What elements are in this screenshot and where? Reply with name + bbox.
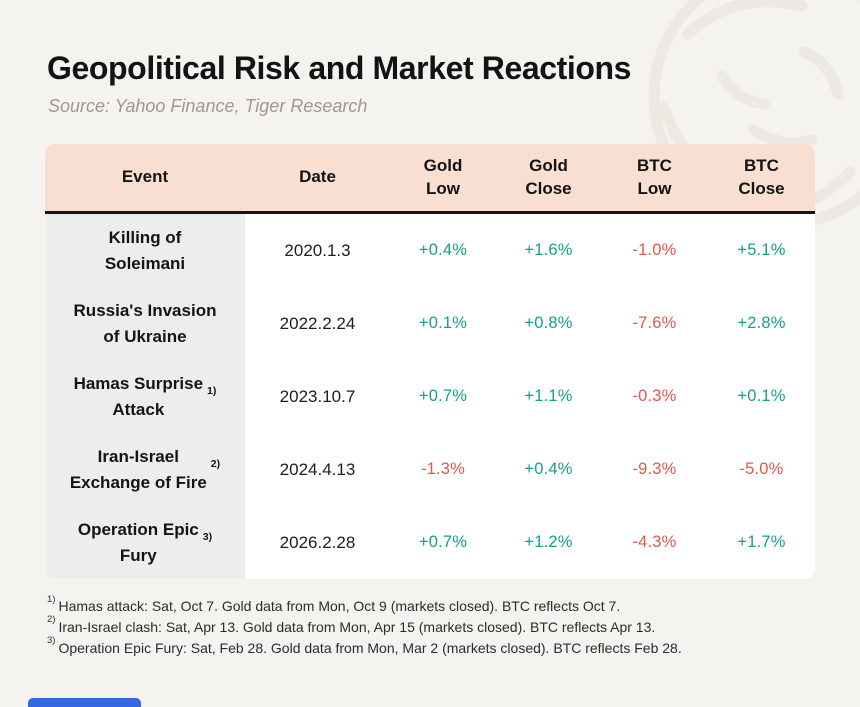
- page: Geopolitical Risk and Market Reactions S…: [45, 50, 820, 658]
- gold-close-cell: +1.1%: [524, 387, 573, 405]
- gold-low-cell: -1.3%: [420, 460, 466, 478]
- btc-close-cell: +1.7%: [737, 533, 786, 551]
- source-caption: Source: Yahoo Finance, Tiger Research: [48, 96, 368, 116]
- footnote-marker: 3): [47, 635, 56, 647]
- event-label: Hamas Surprise Attack: [73, 374, 204, 419]
- event-cell: Iran-Israel Exchange of Fire 2): [45, 433, 245, 506]
- gold-low-cell: +0.7%: [418, 533, 468, 551]
- btc-close-cell: -5.0%: [739, 460, 784, 478]
- column-header-date: Date: [245, 144, 390, 214]
- column-header-btc-low: BTC Low: [601, 144, 708, 214]
- event-cell: Operation Epic Fury 3): [45, 506, 245, 579]
- gold-close-cell: +0.8%: [524, 314, 573, 332]
- footnote-marker: 2): [47, 614, 56, 626]
- btc-low-cell: -1.0%: [632, 241, 677, 259]
- column-header-event: Event: [45, 144, 245, 214]
- column-header-gold-low: Gold Low: [390, 144, 496, 214]
- footnote-ref: 1): [207, 384, 217, 397]
- footnote-marker: 1): [47, 593, 56, 605]
- event-cell: Hamas Surprise Attack 1): [45, 360, 245, 433]
- btc-close-cell: +5.1%: [737, 241, 786, 259]
- event-cell: Killing of Soleimani: [45, 214, 245, 287]
- brand-accent-bar: [28, 698, 141, 707]
- event-label: Russia's Invasion of Ukraine: [73, 301, 217, 346]
- footnotes: 1) Hamas attack: Sat, Oct 7. Gold data fr…: [47, 593, 820, 658]
- event-cell: Russia's Invasion of Ukraine: [45, 287, 245, 360]
- footnote-text: Hamas attack: Sat, Oct 7. Gold data from…: [58, 598, 621, 614]
- footnote-ref: 3): [202, 530, 213, 543]
- column-header-btc-close: BTC Close: [708, 144, 815, 214]
- risk-table: Event Date Gold Low Gold Close BTC Low B…: [45, 144, 815, 579]
- btc-close-cell: +0.1%: [737, 387, 786, 405]
- event-label: Iran-Israel Exchange of Fire: [69, 447, 207, 492]
- gold-low-cell: +0.4%: [418, 241, 468, 259]
- footnote-ref: 2): [210, 457, 221, 470]
- column-header-gold-close: Gold Close: [496, 144, 601, 214]
- btc-close-cell: +2.8%: [737, 314, 786, 332]
- date-cell: 2022.2.24: [279, 313, 356, 333]
- date-cell: 2024.4.13: [279, 459, 356, 479]
- gold-low-cell: +0.1%: [418, 314, 468, 332]
- gold-low-cell: +0.7%: [418, 387, 468, 405]
- btc-low-cell: -0.3%: [632, 387, 677, 405]
- footnote: 2) Iran-Israel clash: Sat, Apr 13. Gold d…: [47, 614, 820, 637]
- footnote-text: Iran-Israel clash: Sat, Apr 13. Gold dat…: [58, 618, 656, 635]
- page-title: Geopolitical Risk and Market Reactions: [47, 50, 632, 86]
- gold-close-cell: +0.4%: [524, 460, 573, 478]
- btc-low-cell: -7.6%: [632, 314, 677, 332]
- date-cell: 2026.2.28: [279, 532, 356, 552]
- footnote-text: Operation Epic Fury: Sat, Feb 28. Gold d…: [58, 639, 682, 656]
- event-label: Killing of Soleimani: [104, 228, 186, 273]
- date-cell: 2020.1.3: [284, 240, 351, 260]
- event-label: Operation Epic Fury: [77, 520, 199, 565]
- date-cell: 2023.10.7: [279, 386, 356, 406]
- footnote: 1) Hamas attack: Sat, Oct 7. Gold data fr…: [47, 593, 820, 616]
- gold-close-cell: +1.6%: [524, 241, 573, 259]
- btc-low-cell: -9.3%: [632, 460, 677, 478]
- footnote: 3) Operation Epic Fury: Sat, Feb 28. Gold…: [47, 635, 820, 658]
- gold-close-cell: +1.2%: [524, 533, 573, 551]
- btc-low-cell: -4.3%: [632, 533, 677, 551]
